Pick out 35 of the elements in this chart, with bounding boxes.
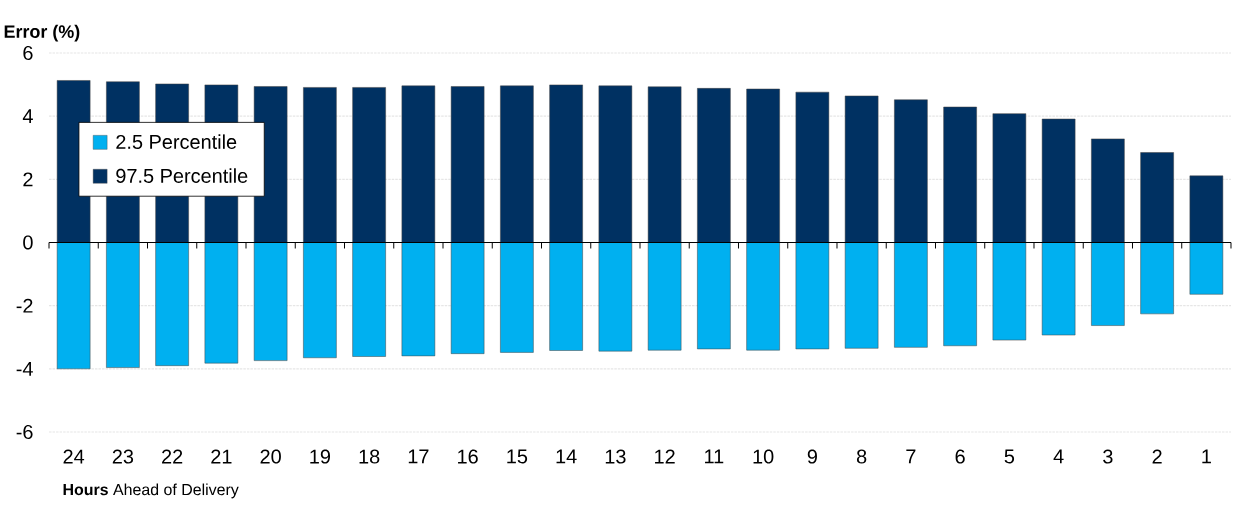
x-tick-label: 2 [1152,449,1162,464]
x-tick-label: 21 [211,449,232,464]
x-tick-label: 24 [63,449,85,464]
x-tick-label: 10 [753,449,774,464]
x-tick-label: 5 [1004,449,1015,464]
x-tick-label: 18 [359,449,380,464]
legend-label: 97.5 Percentile [116,168,248,183]
x-tick-label: 12 [655,449,675,464]
x-tick-label: 11 [705,449,724,464]
x-tick-label: 23 [112,449,134,464]
y-tick-label: 2 [23,172,33,187]
x-tick-label: 14 [556,449,577,464]
y-tick-label: -2 [16,298,33,313]
y-tick-label: -6 [16,424,33,440]
x-tick-label: 19 [310,449,331,464]
x-tick-label: 1 [1202,449,1211,464]
x-tick-label: 9 [807,449,817,464]
x-tick-label: 17 [408,449,429,464]
x-tick-label: 13 [605,449,626,464]
x-tick-label: 16 [458,449,478,464]
x-tick-label: 8 [856,449,867,464]
x-tick-label: 22 [162,449,183,464]
y-tick-label: 6 [23,45,33,61]
x-axis-title: Hours Ahead of Delivery [63,483,239,499]
x-tick-label: 4 [1053,449,1064,464]
y-tick-label: -4 [16,361,33,376]
x-tick-label: 6 [955,449,965,464]
y-axis-title: Error (%) [4,24,80,42]
y-tick-label: 0 [23,235,33,250]
x-tick-label: 20 [260,449,281,464]
y-tick-label: 4 [22,109,33,124]
x-tick-label: 7 [906,449,916,464]
x-tick-label: 15 [507,449,528,464]
legend-label: 2.5 Percentile [116,134,237,149]
x-tick-label: 3 [1103,449,1113,464]
